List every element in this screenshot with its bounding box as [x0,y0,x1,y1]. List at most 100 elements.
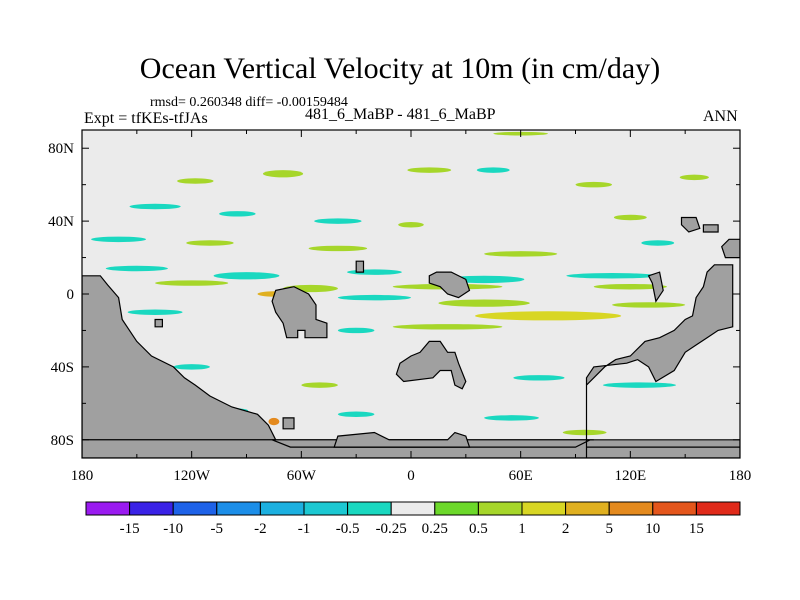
colorbar-box [303,501,349,516]
anomaly-patch [173,364,210,370]
anomaly-patch [186,240,234,246]
anomaly-patch [337,411,375,417]
land-polygon [702,224,719,233]
colorbar-label: -0.25 [376,521,407,537]
anomaly-patch [219,211,256,217]
anomaly-patch [484,415,539,421]
y-tick-label: 80N [48,141,74,157]
colorbar-box [652,501,697,516]
anomaly-patch [129,203,181,210]
colorbar-box [85,501,131,516]
land-polygon [154,318,163,328]
x-tick-label: 60E [509,468,533,484]
land-polygon [428,271,471,299]
experiment-label: Expt = tfKEs-tfJAs [84,110,208,127]
x-tick-label: 120E [614,468,646,484]
anomaly-patch [513,375,565,381]
land-polygon [680,216,701,233]
anomaly-patch [105,265,168,272]
anomaly-patch [127,309,183,315]
colorbar-label: -15 [120,521,140,537]
colorbar-box [521,501,567,516]
anomaly-patch [474,311,622,321]
anomaly-patch [641,240,675,246]
colorbar-box [390,501,436,516]
x-tick-label: 0 [407,468,415,484]
anomaly-patch [398,222,424,228]
anomaly-patch [155,280,229,286]
anomaly-patch [407,167,452,173]
anomaly-patch [612,302,686,308]
land-polygon [355,260,365,273]
colorbar-box [608,501,654,516]
land-polygon [282,417,295,430]
land-polygon [585,264,740,458]
anomaly-patch [566,273,658,279]
anomaly-patch [347,269,402,275]
colorbar-label: 0.5 [469,521,488,537]
land-polygon [721,238,740,259]
colorbar-box [434,501,479,516]
y-tick-label: 40N [48,214,74,230]
colorbar-label: -5 [211,521,224,537]
colorbar-label: 15 [689,521,704,537]
land-polygon [82,275,277,441]
anomaly-patch [262,170,304,178]
colorbar-box [347,501,392,516]
anomaly-patch [593,283,667,290]
anomaly-patch [562,429,607,436]
y-tick-label: 40S [51,360,74,376]
colorbar-label: 10 [645,521,660,537]
colorbar-box [565,501,610,516]
colorbar-label: -1 [298,521,311,537]
anomaly-patch [337,294,412,301]
anomaly-patch [679,174,709,181]
y-axis: 80N 40N 0 40S 80S [48,141,740,449]
colorbar-box [477,501,523,516]
anomaly-patch [213,272,280,280]
y-tick-label: 80S [51,433,74,449]
anomaly-patch [301,382,338,388]
land-mask [82,216,740,458]
anomaly-patch [308,245,368,252]
x-tick-label: 180 [71,468,94,484]
chart-title: Ocean Vertical Velocity at 10m (in cm/da… [139,52,661,85]
anomaly-patch [91,236,146,243]
case-label: 481_6_MaBP - 481_6_MaBP [305,106,496,123]
colorbar-box [695,501,741,516]
colorbar-label: 5 [605,521,613,537]
x-tick-label: 120W [173,468,211,484]
anomaly-patch [268,417,280,426]
anomaly-patch [177,178,214,184]
anomaly-patch [613,214,647,221]
anomaly-patch [438,299,530,307]
colorbar-box [172,501,218,516]
x-axis: 180 120W 60W 0 60E 120E 180 [71,130,752,484]
anomaly-patch [484,251,558,257]
season-label: ANN [703,108,738,125]
anomaly-patch [392,324,503,330]
colorbar-label: 1 [518,521,526,537]
land-polygon [333,431,471,448]
x-tick-label: 180 [729,468,752,484]
colorbar-label: -10 [163,521,183,537]
colorbar-box [216,501,261,516]
land-polygon [271,286,328,339]
colorbar-box [129,501,174,516]
colorbar-box [259,501,305,516]
land-polygon [647,271,664,303]
x-tick-label: 60W [287,468,317,484]
colorbar-label: -0.5 [336,521,360,537]
colorbar-label: -2 [254,521,267,537]
anomaly-patch [476,167,510,173]
anomaly-patch [337,327,375,334]
anomaly-patch [314,218,362,224]
land-polygon [395,340,467,390]
anomaly-patch [575,181,613,188]
colorbar-label: 2 [562,521,570,537]
y-tick-label: 0 [67,287,75,303]
colorbar: -15 -10 -5 -2 -1 -0.5 -0.25 0.25 0.5 1 2 5 10 15 [85,501,741,537]
stats-line: rmsd= 0.260348 diff= -0.00159484 [150,95,348,110]
colorbar-label: 0.25 [422,521,448,537]
